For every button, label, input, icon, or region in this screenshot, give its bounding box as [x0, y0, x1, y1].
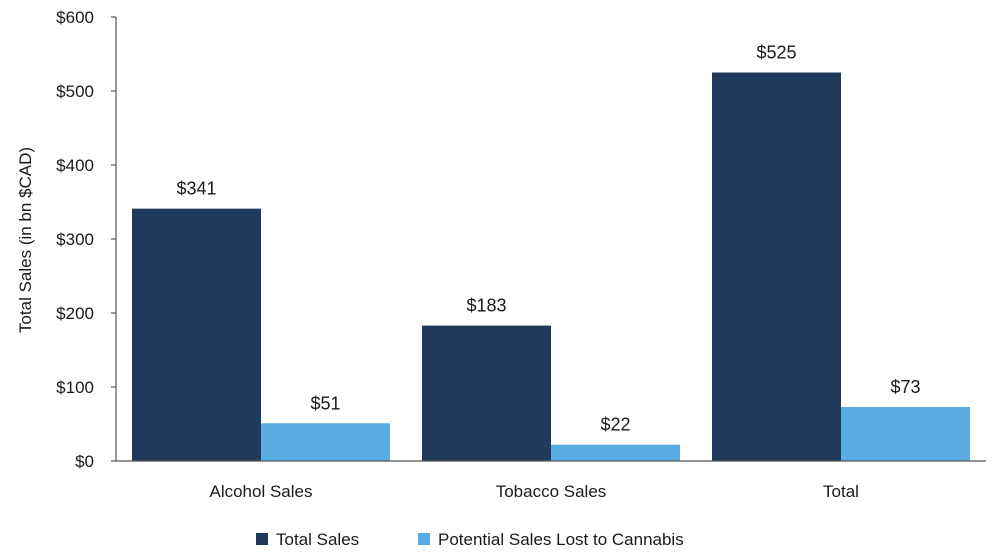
legend: Total Sales Potential Sales Lost to Canna…: [256, 530, 684, 549]
legend-swatch-potential-lost: [418, 533, 430, 545]
y-tick-label: $0: [75, 452, 94, 471]
y-tick-label: $500: [56, 82, 94, 101]
data-label: $341: [176, 179, 216, 199]
y-tick-label: $400: [56, 156, 94, 175]
legend-swatch-total-sales: [256, 533, 268, 545]
y-tick-label: $200: [56, 304, 94, 323]
category-labels: Alcohol Sales Tobacco Sales Total: [209, 482, 858, 501]
bar-potential-lost-2: [841, 406, 970, 461]
data-label: $183: [466, 296, 506, 316]
bar-potential-lost-0: [261, 423, 390, 461]
data-label: $51: [310, 393, 340, 413]
bar-total-sales-1: [422, 325, 551, 461]
y-axis-ticks: $0 $100 $200 $300 $400 $500 $600: [56, 8, 116, 471]
data-labels: $341 $51 $183 $22 $525 $73: [176, 43, 920, 435]
bar-total-sales-2: [712, 72, 841, 461]
category-label: Alcohol Sales: [209, 482, 312, 501]
bar-potential-lost-1: [551, 444, 680, 461]
y-axis-title: Total Sales (in bn $CAD): [16, 147, 35, 333]
y-tick-label: $600: [56, 8, 94, 27]
legend-label: Total Sales: [276, 530, 359, 549]
bars: [132, 72, 970, 461]
data-label: $525: [756, 43, 796, 63]
y-tick-label: $300: [56, 230, 94, 249]
legend-label: Potential Sales Lost to Cannabis: [438, 530, 684, 549]
category-label: Total: [823, 482, 859, 501]
category-label: Tobacco Sales: [496, 482, 607, 501]
data-label: $73: [890, 377, 920, 397]
y-tick-label: $100: [56, 378, 94, 397]
bar-total-sales-0: [132, 208, 261, 461]
data-label: $22: [600, 415, 630, 435]
